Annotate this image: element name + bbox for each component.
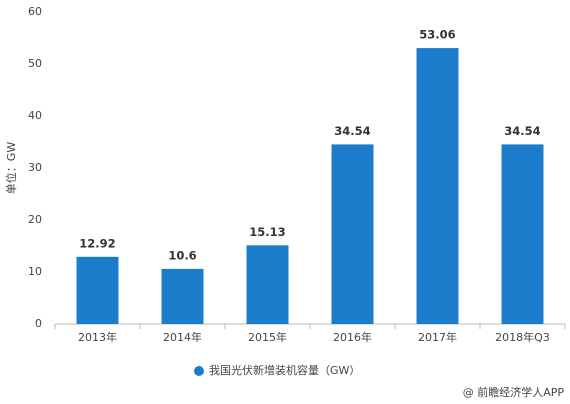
x-tick-label: 2014年 bbox=[163, 330, 202, 344]
x-tick-label: 2017年 bbox=[418, 330, 457, 344]
bar bbox=[501, 144, 544, 324]
legend-marker bbox=[194, 366, 204, 376]
bar bbox=[161, 268, 204, 324]
source: @ 前瞻经济学人APP bbox=[463, 385, 565, 399]
value-label: 15.13 bbox=[249, 225, 285, 239]
x-tick-label: 2016年 bbox=[333, 330, 372, 344]
value-label: 34.54 bbox=[504, 124, 540, 138]
legend-label: 我国光伏新增装机容量（GW） bbox=[209, 363, 360, 377]
value-label: 10.6 bbox=[168, 248, 196, 262]
y-tick-label: 20 bbox=[28, 213, 42, 226]
y-tick-label: 0 bbox=[35, 317, 42, 330]
bar bbox=[246, 245, 289, 324]
bar bbox=[331, 144, 374, 324]
y-tick-label: 10 bbox=[28, 265, 42, 278]
value-label: 53.06 bbox=[419, 28, 455, 42]
y-tick-label: 40 bbox=[28, 109, 42, 122]
y-axis-label: 单位：GW bbox=[4, 142, 18, 195]
x-tick-label: 2018年Q3 bbox=[495, 330, 550, 344]
y-tick-label: 50 bbox=[28, 57, 42, 70]
value-label: 12.92 bbox=[79, 236, 115, 250]
bar bbox=[76, 256, 119, 324]
y-tick-label: 60 bbox=[28, 5, 42, 18]
x-tick-label: 2015年 bbox=[248, 330, 287, 344]
value-label: 34.54 bbox=[334, 124, 370, 138]
y-tick-label: 30 bbox=[28, 161, 42, 174]
x-tick-label: 2013年 bbox=[78, 330, 117, 344]
bar bbox=[416, 48, 459, 324]
